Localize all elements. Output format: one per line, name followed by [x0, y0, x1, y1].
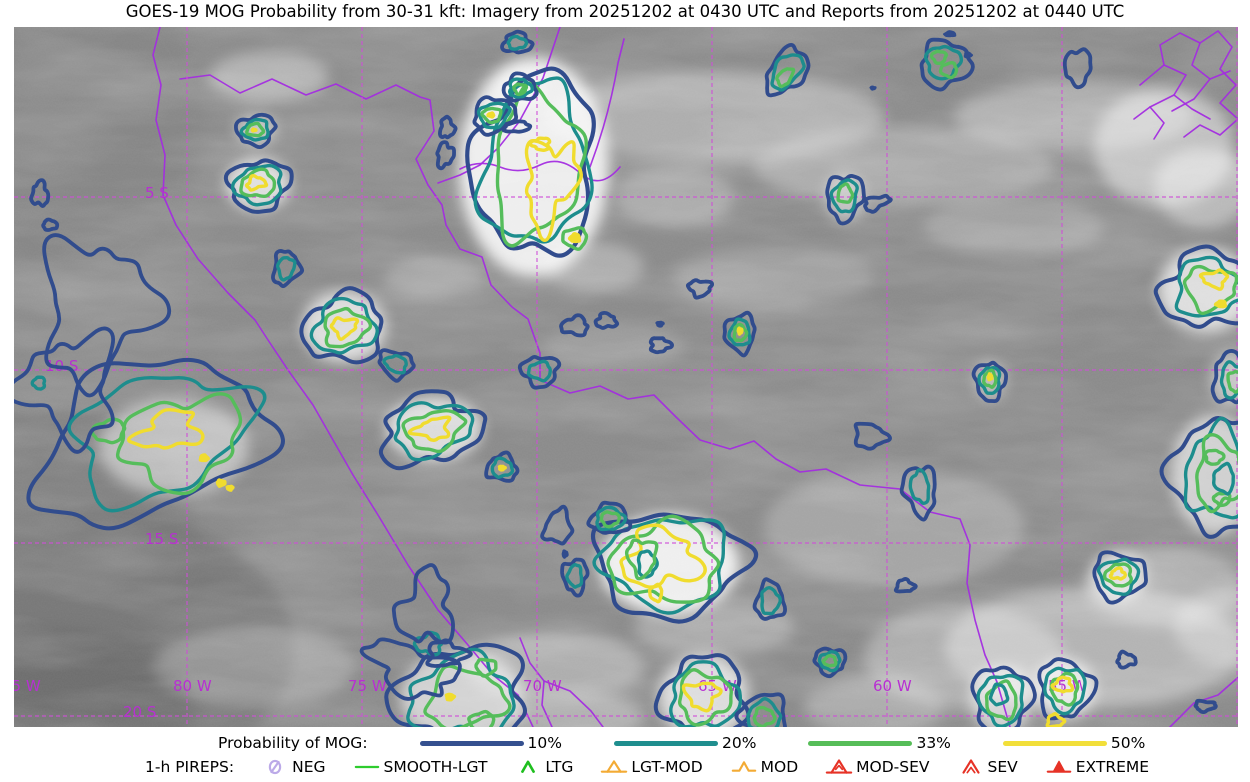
map-title: GOES-19 MOG Probability from 30-31 kft: …: [125, 2, 1125, 21]
lon-label: 85 W: [14, 677, 41, 695]
legend-item-20%: 20%: [614, 734, 756, 752]
pirep-item-smooth-lgt: SMOOTH-LGT: [353, 758, 488, 776]
mod-sev-icon: [825, 759, 853, 774]
neg-icon: [268, 759, 282, 775]
satellite-map: 5 S10 S15 S20 S85 W80 W75 W70 W65 W60 W5…: [14, 27, 1238, 727]
pirep-item-ltg: LTG: [514, 758, 573, 776]
pirep-label: NEG: [292, 758, 326, 776]
cloud-patches: [14, 27, 1238, 727]
pirep-item-mod-sev: MOD-SEV: [825, 758, 930, 776]
lon-label: 75 W: [348, 677, 387, 695]
probability-legend-label: Probability of MOG:: [218, 734, 368, 752]
smooth-lgt-icon: [354, 765, 379, 769]
pireps-legend: 1-h PIREPS: NEG SMOOTH-LGT LTG LGT-MOD MOD MO…: [145, 755, 1149, 779]
lgt-mod-icon: [601, 760, 628, 773]
pirep-label: LTG: [545, 758, 574, 776]
probability-legend: Probability of MOG: 10% 20% 33% 50%: [218, 731, 1145, 755]
sev-icon: [961, 759, 980, 774]
pireps-legend-label: 1-h PIREPS:: [145, 758, 235, 776]
lon-label: 70 W: [523, 677, 562, 695]
extreme-icon: [1046, 760, 1072, 773]
lat-label: 5 S: [145, 184, 169, 202]
lon-label: 60 W: [873, 677, 912, 695]
pirep-label: LGT-MOD: [631, 758, 703, 776]
probability-value-label: 33%: [916, 734, 951, 752]
pirep-label: SMOOTH-LGT: [383, 758, 488, 776]
legend-item-10%: 10%: [419, 734, 562, 752]
legend-item-33%: 33%: [808, 734, 951, 752]
lat-label: 15 S: [145, 530, 178, 548]
pirep-item-sev: SEV: [957, 758, 1018, 776]
pirep-label: MOD-SEV: [856, 758, 930, 776]
pirep-item-extreme: EXTREME: [1045, 758, 1149, 776]
pirep-item-lgt-mod: LGT-MOD: [600, 758, 703, 776]
lat-label: 20 S: [123, 703, 156, 721]
mog-probability-contours: [14, 29, 1238, 727]
pirep-label: SEV: [987, 758, 1018, 776]
map-canvas: 5 S10 S15 S20 S85 W80 W75 W70 W65 W60 W5…: [14, 27, 1238, 727]
pirep-item-neg: NEG: [261, 758, 326, 776]
pirep-label: EXTREME: [1075, 758, 1150, 776]
lon-label: 80 W: [173, 677, 212, 695]
legend-item-50%: 50%: [1002, 734, 1146, 752]
probability-line-swatch: [808, 740, 913, 746]
probability-value-label: 20%: [722, 734, 757, 752]
pirep-label: MOD: [760, 758, 799, 776]
probability-line-swatch: [614, 740, 718, 746]
pirep-item-mod: MOD: [730, 758, 799, 776]
probability-value-label: 10%: [527, 734, 562, 752]
ltg-icon: [521, 760, 536, 773]
probability-line-swatch: [1002, 740, 1107, 746]
mod-icon: [731, 761, 756, 772]
probability-line-swatch: [419, 740, 524, 746]
probability-value-label: 50%: [1110, 734, 1146, 752]
